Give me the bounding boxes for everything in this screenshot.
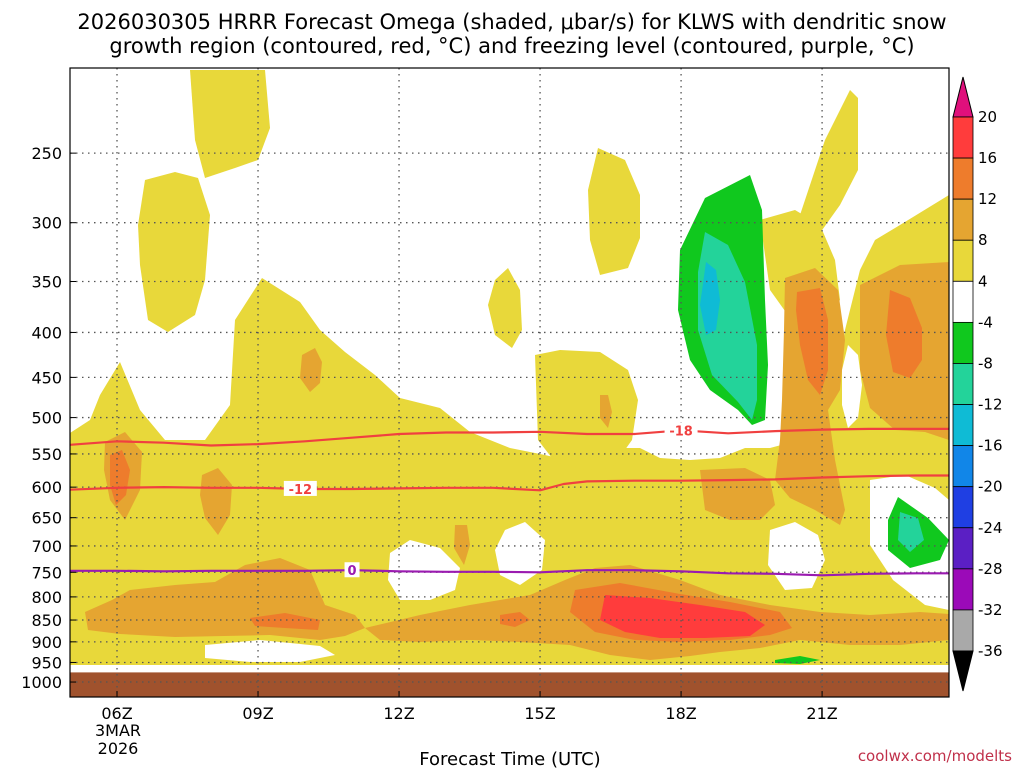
omega-shade-orange [250,613,320,630]
colorbar-swatch [952,116,974,159]
colorbar-label: 20 [978,108,997,126]
y-tick-label: 950 [31,653,62,672]
credit-link[interactable]: coolwx.com/modelts [858,747,1012,765]
date-label-day: 3MAR [95,721,141,740]
y-tick-label: 750 [31,563,62,582]
y-tick-label: 550 [31,445,62,464]
contour-label-freezing-level-0: 0 [348,564,357,579]
omega-shade-orange [886,290,922,378]
contour-lines: -18 -12 0 [69,422,949,579]
y-tick-label: 250 [31,144,62,163]
y-tick-label: 1000 [21,673,62,692]
y-tick-label: 800 [31,588,62,607]
colorbar-label: 8 [978,231,988,249]
shaded-field [70,70,949,697]
colorbar-top-arrow [952,76,974,118]
ground-below-surface [70,672,949,697]
omega-shade-orange [110,450,130,505]
colorbar-swatch [952,404,974,447]
colorbar: 20 16 12 8 4 -4 -8 -12 -16 -20 -24 -28 -32 -36 [952,76,1003,692]
colorbar-swatch [952,486,974,529]
colorbar-label: -16 [978,437,1003,455]
y-axis: 250 300 350 400 450 500 550 600 650 700 750 800 850 9… [21,144,76,692]
omega-shade-white [495,522,545,585]
contour-dgz-minus12 [69,474,949,492]
contour-label-bg [283,480,317,496]
contour-label-bg [664,422,698,438]
colorbar-swatch [952,568,974,611]
colorbar-swatch [952,609,974,652]
omega-shade-white [388,540,460,600]
colorbar-swatch [952,363,974,405]
y-tick-label: 600 [31,478,62,497]
x-tick-label: 18Z [665,704,696,723]
contour-label-dgz-minus12: -12 [289,483,313,498]
x-axis-title: Forecast Time (UTC) [419,749,600,768]
x-tick-label: 06Z [101,704,132,723]
date-label-year: 2026 [98,739,139,758]
omega-shade-yellow [488,268,522,348]
colorbar-label: 12 [978,190,997,208]
colorbar-swatch [952,239,974,282]
x-tick-label: 21Z [806,704,837,723]
colorbar-swatch [952,527,974,570]
colorbar-swatch [952,198,974,241]
colorbar-bottom-arrow [952,650,974,692]
x-tick-label: 09Z [242,704,273,723]
omega-shade-teal [898,512,924,552]
chart-title-line1: 2026030305 HRRR Forecast Omega (shaded, … [77,10,946,34]
plot-frame [69,67,950,698]
colorbar-label: 4 [978,272,988,290]
omega-shade-light-orange [600,395,612,428]
omega-shade-yellow [588,148,640,275]
colorbar-swatch [952,445,974,488]
omega-shade-yellow [190,70,270,178]
omega-shade-light-orange [300,348,322,392]
y-tick-label: 350 [31,273,62,292]
omega-shade-yellow [138,172,210,332]
contour-dgz-minus18 [69,427,949,447]
omega-shade-yellow [535,350,638,470]
y-tick-label: 850 [31,611,62,630]
omega-shade-yellow [800,90,858,250]
omega-shade-cyan [700,262,720,335]
y-tick-label: 300 [31,214,62,233]
colorbar-label: -36 [978,642,1003,660]
colorbar-swatch [952,280,974,323]
x-tick-label: 12Z [383,704,414,723]
colorbar-label: -12 [978,396,1003,414]
contour-label-dgz-minus18: -18 [669,424,693,439]
contour-label-bg [344,562,360,578]
colorbar-label: -24 [978,519,1003,537]
y-tick-label: 650 [31,509,62,528]
y-tick-label: 500 [31,409,62,428]
omega-shade-yellow [70,195,949,665]
colorbar-label: -28 [978,560,1003,578]
omega-shade-white [842,345,862,428]
y-tick-label: 400 [31,323,62,342]
omega-shade-red [600,595,765,638]
omega-shade-light-orange [454,525,470,565]
contour-freezing-level-0 [70,569,949,577]
omega-shade-white [205,640,335,662]
omega-shade-orange [796,288,828,395]
grid-lines [70,68,949,697]
colorbar-label: -20 [978,478,1003,496]
colorbar-label: -4 [978,313,993,331]
colorbar-label: 16 [978,149,997,167]
y-tick-label: 900 [31,633,62,652]
chart-title-line2: growth region (contoured, red, °C) and f… [109,34,914,58]
x-axis: 06Z 09Z 12Z 15Z 18Z 21Z [101,691,838,723]
colorbar-label: -32 [978,601,1003,619]
colorbar-swatch [952,321,974,364]
colorbar-swatch [952,157,974,200]
y-tick-label: 700 [31,537,62,556]
x-tick-label: 15Z [524,704,555,723]
colorbar-label: -8 [978,354,993,372]
y-tick-label: 450 [31,368,62,387]
